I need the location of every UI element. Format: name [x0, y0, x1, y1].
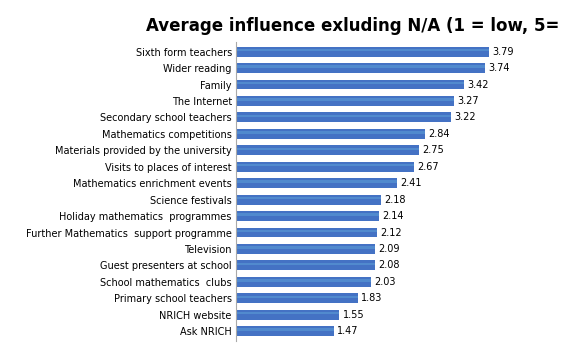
Text: 2.84: 2.84	[429, 129, 450, 139]
Bar	[236, 244, 375, 254]
Bar	[236, 49, 489, 52]
Bar	[236, 213, 379, 216]
Text: 3.22: 3.22	[454, 112, 475, 122]
Bar	[236, 178, 397, 188]
Bar	[236, 164, 414, 166]
Bar	[236, 211, 379, 221]
Bar	[236, 326, 334, 336]
Bar	[236, 96, 454, 106]
Title: Average influence exluding N/A (1 = low, 5= high): Average influence exluding N/A (1 = low,…	[146, 17, 562, 35]
Text: 3.27: 3.27	[457, 96, 479, 106]
Text: 2.12: 2.12	[380, 228, 402, 237]
Bar	[236, 293, 358, 303]
Bar	[236, 112, 451, 122]
Text: 1.47: 1.47	[337, 326, 359, 336]
Text: 2.75: 2.75	[423, 145, 445, 155]
Bar	[236, 312, 339, 315]
Bar	[236, 279, 371, 282]
Bar	[236, 277, 371, 287]
Bar	[236, 329, 334, 331]
Bar	[236, 181, 397, 183]
Text: 3.79: 3.79	[492, 47, 514, 57]
Bar	[236, 310, 339, 320]
Text: 1.55: 1.55	[343, 310, 364, 320]
Bar	[236, 65, 486, 68]
Bar	[236, 246, 375, 249]
Bar	[236, 148, 419, 150]
Bar	[236, 63, 486, 73]
Text: 2.18: 2.18	[384, 195, 406, 205]
Text: 3.42: 3.42	[468, 79, 489, 89]
Bar	[236, 82, 464, 84]
Bar	[236, 98, 454, 101]
Bar	[236, 162, 414, 172]
Bar	[236, 145, 419, 155]
Text: 2.41: 2.41	[400, 178, 422, 188]
Bar	[236, 129, 425, 139]
Bar	[236, 228, 377, 237]
Text: 2.67: 2.67	[418, 162, 439, 172]
Bar	[236, 80, 464, 89]
Bar	[236, 115, 451, 117]
Bar	[236, 47, 489, 57]
Bar	[236, 131, 425, 134]
Bar	[236, 195, 382, 205]
Bar	[236, 260, 375, 270]
Bar	[236, 295, 358, 298]
Bar	[236, 263, 375, 265]
Bar	[236, 197, 382, 199]
Text: 2.14: 2.14	[382, 211, 404, 221]
Bar	[236, 230, 377, 232]
Text: 3.74: 3.74	[489, 63, 510, 73]
Text: 2.08: 2.08	[378, 260, 400, 270]
Text: 1.83: 1.83	[361, 293, 383, 303]
Text: 2.09: 2.09	[379, 244, 400, 254]
Text: 2.03: 2.03	[375, 277, 396, 287]
